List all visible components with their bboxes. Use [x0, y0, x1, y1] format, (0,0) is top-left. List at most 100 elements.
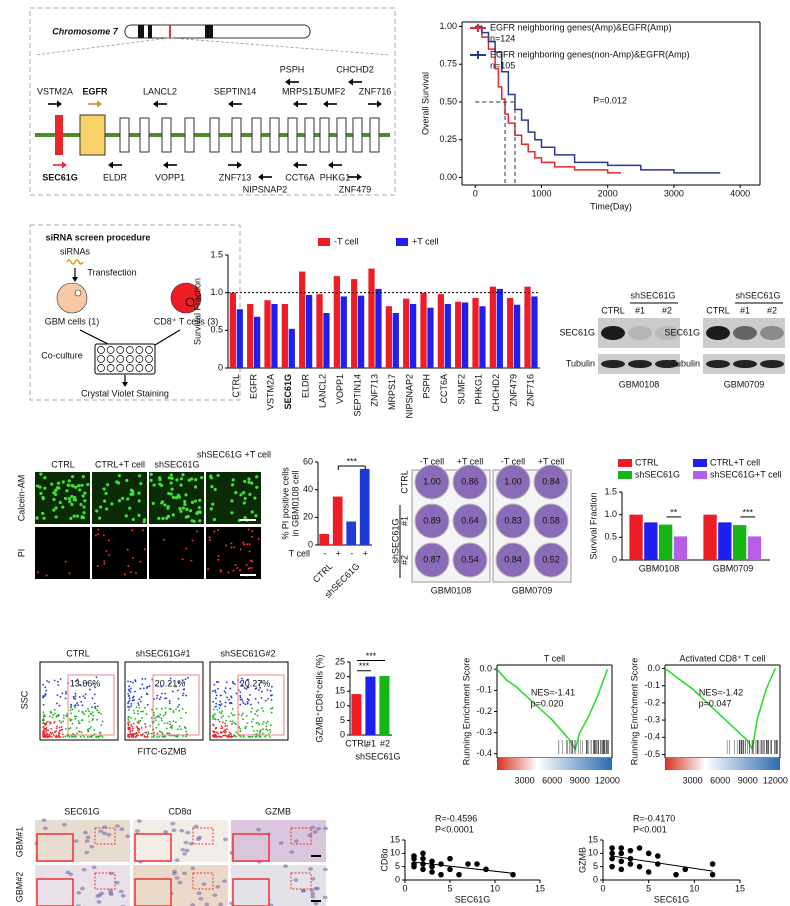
- cell-dot: [257, 537, 260, 540]
- point: [655, 853, 661, 859]
- cell: [74, 289, 82, 297]
- cell-dot: [83, 491, 87, 495]
- cell-dot: [104, 491, 108, 496]
- cell-dot: [192, 519, 196, 524]
- point: [429, 869, 435, 875]
- event: [241, 684, 244, 687]
- cell-dot: [181, 558, 184, 561]
- bar: [462, 302, 469, 368]
- event: [128, 694, 130, 697]
- well: [125, 346, 134, 354]
- bar: [644, 522, 658, 560]
- event: [42, 713, 45, 716]
- y-axis-label: Overall Survival: [420, 72, 430, 135]
- label: CTRL: [706, 305, 730, 315]
- event: [134, 717, 137, 720]
- shape: [311, 900, 321, 902]
- event: [178, 704, 181, 706]
- event: [161, 735, 164, 738]
- point: [636, 845, 643, 851]
- nucleus: [256, 827, 262, 832]
- x-tick-label: -: [350, 548, 353, 558]
- cell-dot: [243, 515, 247, 520]
- well: [452, 542, 488, 578]
- label: 13.66%: [70, 678, 101, 688]
- gene-label: SEC61G: [42, 172, 78, 182]
- event: [129, 691, 132, 693]
- event: [53, 712, 56, 715]
- cell-dot: [66, 483, 71, 487]
- shape: [184, 117, 195, 153]
- cell-dot: [230, 542, 233, 545]
- event: [247, 678, 250, 681]
- shape: [319, 117, 330, 153]
- event: [42, 725, 45, 728]
- event: [73, 715, 76, 718]
- bar: [254, 316, 261, 368]
- nucleus: [201, 882, 207, 887]
- event: [155, 697, 158, 700]
- point: [420, 861, 426, 867]
- event: [226, 696, 228, 699]
- label: CD8α: [168, 806, 191, 816]
- event: [251, 735, 254, 738]
- event: [44, 686, 47, 689]
- point: [411, 863, 417, 870]
- event: [176, 689, 179, 692]
- label: GBM0709: [724, 379, 765, 389]
- event: [56, 694, 59, 697]
- label: #2: [662, 305, 672, 315]
- event: [94, 707, 97, 710]
- well: [97, 355, 105, 363]
- event: [223, 690, 226, 693]
- gene-label: MRPS17: [282, 86, 318, 96]
- event: [269, 736, 271, 738]
- event: [130, 724, 133, 726]
- event: [160, 731, 163, 734]
- event: [271, 707, 274, 709]
- cell-dot: [225, 544, 228, 547]
- event: [253, 730, 255, 732]
- cell-dot: [137, 499, 141, 503]
- event: [138, 706, 141, 709]
- nucleus: [118, 889, 124, 894]
- y-axis-label: Survival Fraction: [192, 278, 202, 345]
- cell-dot: [127, 565, 130, 568]
- nucleus: [188, 841, 194, 846]
- event: [251, 707, 254, 710]
- cell-dot: [56, 481, 61, 485]
- well: [116, 355, 125, 363]
- event: [214, 691, 217, 694]
- cell-dot: [35, 516, 39, 520]
- event: [74, 695, 77, 697]
- event: [270, 707, 272, 710]
- cell-dot: [211, 502, 215, 506]
- event: [43, 719, 45, 721]
- event: [146, 735, 149, 738]
- cell-dot: [213, 487, 217, 492]
- event: [95, 736, 97, 738]
- nucleus: [190, 866, 196, 871]
- cell-dot: [167, 491, 171, 496]
- label: GZMB: [265, 806, 291, 816]
- cell-dot: [108, 554, 111, 557]
- event: [71, 735, 74, 738]
- shape: [352, 117, 363, 153]
- x-tick-label: SEPTIN14: [352, 374, 362, 417]
- event: [138, 698, 141, 701]
- event: [265, 722, 268, 725]
- event: [154, 719, 157, 722]
- cell-dot: [251, 530, 254, 533]
- nucleus: [134, 829, 140, 833]
- cell-dot: [64, 560, 67, 563]
- point: [456, 871, 462, 878]
- event: [256, 729, 259, 732]
- point: [609, 855, 615, 862]
- well: [135, 346, 144, 354]
- label: 20.27%: [240, 678, 271, 688]
- cell-dot: [231, 478, 235, 482]
- cell-dot: [243, 543, 246, 546]
- nucleus: [84, 850, 90, 855]
- band: [760, 360, 784, 368]
- nucleus: [218, 902, 224, 906]
